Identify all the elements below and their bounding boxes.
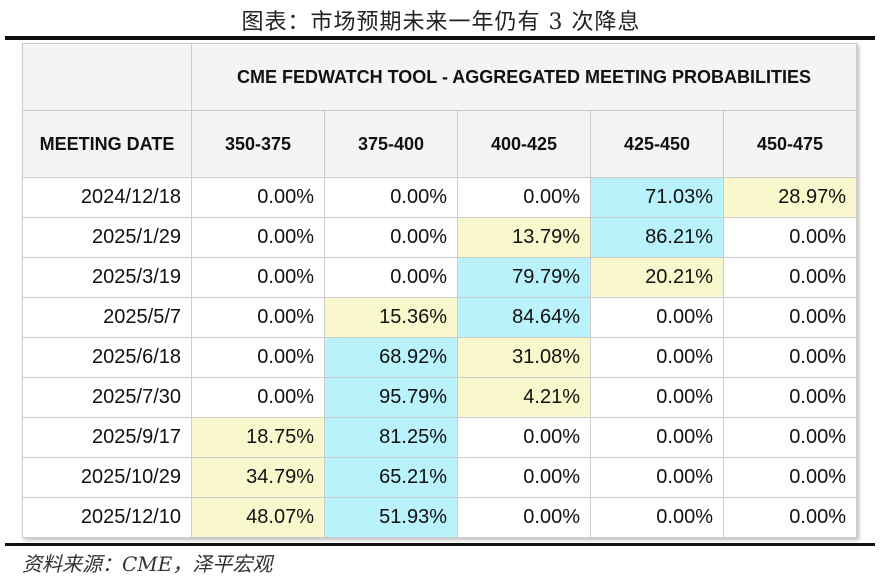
probability-cell: 0.00% (590, 297, 724, 338)
empty-header-cell (22, 43, 192, 111)
column-header-row: MEETING DATE 350-375 375-400 400-425 425… (22, 110, 857, 178)
probability-cell: 86.21% (590, 217, 724, 258)
probability-cell: 0.00% (590, 337, 724, 378)
meeting-date-cell: 2025/9/17 (22, 417, 192, 458)
probability-cell: 0.00% (590, 497, 724, 538)
probability-cell: 0.00% (324, 177, 458, 218)
table-row: 2025/7/30 0.00% 95.79% 4.21% 0.00% 0.00% (22, 377, 857, 418)
probability-cell: 0.00% (723, 417, 857, 458)
column-header: 350-375 (191, 110, 325, 178)
probability-cell: 51.93% (324, 497, 458, 538)
probability-cell: 0.00% (723, 297, 857, 338)
column-header: 375-400 (324, 110, 458, 178)
probability-cell: 0.00% (723, 217, 857, 258)
probability-cell: 0.00% (191, 217, 325, 258)
probability-cell: 0.00% (324, 217, 458, 258)
probability-cell: 0.00% (590, 457, 724, 498)
meeting-date-cell: 2025/1/29 (22, 217, 192, 258)
probability-cell: 34.79% (191, 457, 325, 498)
probability-cell: 68.92% (324, 337, 458, 378)
column-header: 425-450 (590, 110, 724, 178)
probability-cell: 0.00% (191, 177, 325, 218)
table-row: 2025/10/29 34.79% 65.21% 0.00% 0.00% 0.00% (22, 457, 857, 498)
probability-cell: 0.00% (723, 457, 857, 498)
table-row: 2025/9/17 18.75% 81.25% 0.00% 0.00% 0.00% (22, 417, 857, 458)
column-header: MEETING DATE (22, 110, 192, 178)
probability-cell: 0.00% (457, 177, 591, 218)
probability-cell: 71.03% (590, 177, 724, 218)
probability-cell: 0.00% (191, 297, 325, 338)
probability-cell: 13.79% (457, 217, 591, 258)
probability-cell: 81.25% (324, 417, 458, 458)
probability-cell: 28.97% (723, 177, 857, 218)
probability-cell: 65.21% (324, 457, 458, 498)
probability-cell: 0.00% (457, 417, 591, 458)
probability-cell: 18.75% (191, 417, 325, 458)
probability-cell: 0.00% (723, 257, 857, 298)
probability-cell: 0.00% (191, 257, 325, 298)
meeting-date-cell: 2025/12/10 (22, 497, 192, 538)
meeting-date-cell: 2025/3/19 (22, 257, 192, 298)
table-row: 2025/3/19 0.00% 0.00% 79.79% 20.21% 0.00% (22, 257, 857, 298)
top-rule (5, 36, 875, 40)
meeting-date-cell: 2025/5/7 (22, 297, 192, 338)
probability-cell: 0.00% (191, 337, 325, 378)
meeting-date-cell: 2025/10/29 (22, 457, 192, 498)
probability-table: CME FEDWATCH TOOL - AGGREGATED MEETING P… (22, 43, 857, 538)
table-row: 2025/1/29 0.00% 0.00% 13.79% 86.21% 0.00% (22, 217, 857, 258)
probability-cell: 0.00% (723, 377, 857, 418)
table-row: 2024/12/18 0.00% 0.00% 0.00% 71.03% 28.97% (22, 177, 857, 218)
probability-cell: 48.07% (191, 497, 325, 538)
probability-cell: 0.00% (590, 377, 724, 418)
figure-title: 图表：市场预期未来一年仍有 3 次降息 (241, 10, 641, 35)
column-header: 400-425 (457, 110, 591, 178)
probability-cell: 4.21% (457, 377, 591, 418)
table-row: 2025/12/10 48.07% 51.93% 0.00% 0.00% 0.00% (22, 497, 857, 538)
meeting-date-cell: 2024/12/18 (22, 177, 192, 218)
probability-cell: 95.79% (324, 377, 458, 418)
column-header: 450-475 (723, 110, 857, 178)
probability-cell: 84.64% (457, 297, 591, 338)
probability-cell: 79.79% (457, 257, 591, 298)
probability-cell: 0.00% (590, 417, 724, 458)
meeting-date-cell: 2025/6/18 (22, 337, 192, 378)
source-note: 资料来源：CME，泽平宏观 (22, 552, 273, 576)
probability-cell: 31.08% (457, 337, 591, 378)
probability-cell: 0.00% (723, 497, 857, 538)
probability-cell: 20.21% (590, 257, 724, 298)
probability-cell: 0.00% (191, 377, 325, 418)
probability-cell: 0.00% (457, 497, 591, 538)
group-header: CME FEDWATCH TOOL - AGGREGATED MEETING P… (191, 43, 857, 111)
probability-cell: 0.00% (324, 257, 458, 298)
meeting-date-cell: 2025/7/30 (22, 377, 192, 418)
table-row: 2025/5/7 0.00% 15.36% 84.64% 0.00% 0.00% (22, 297, 857, 338)
group-header-row: CME FEDWATCH TOOL - AGGREGATED MEETING P… (22, 43, 857, 111)
probability-cell: 0.00% (457, 457, 591, 498)
table-row: 2025/6/18 0.00% 68.92% 31.08% 0.00% 0.00% (22, 337, 857, 378)
probability-cell: 15.36% (324, 297, 458, 338)
probability-cell: 0.00% (723, 337, 857, 378)
bottom-rule (5, 543, 875, 546)
